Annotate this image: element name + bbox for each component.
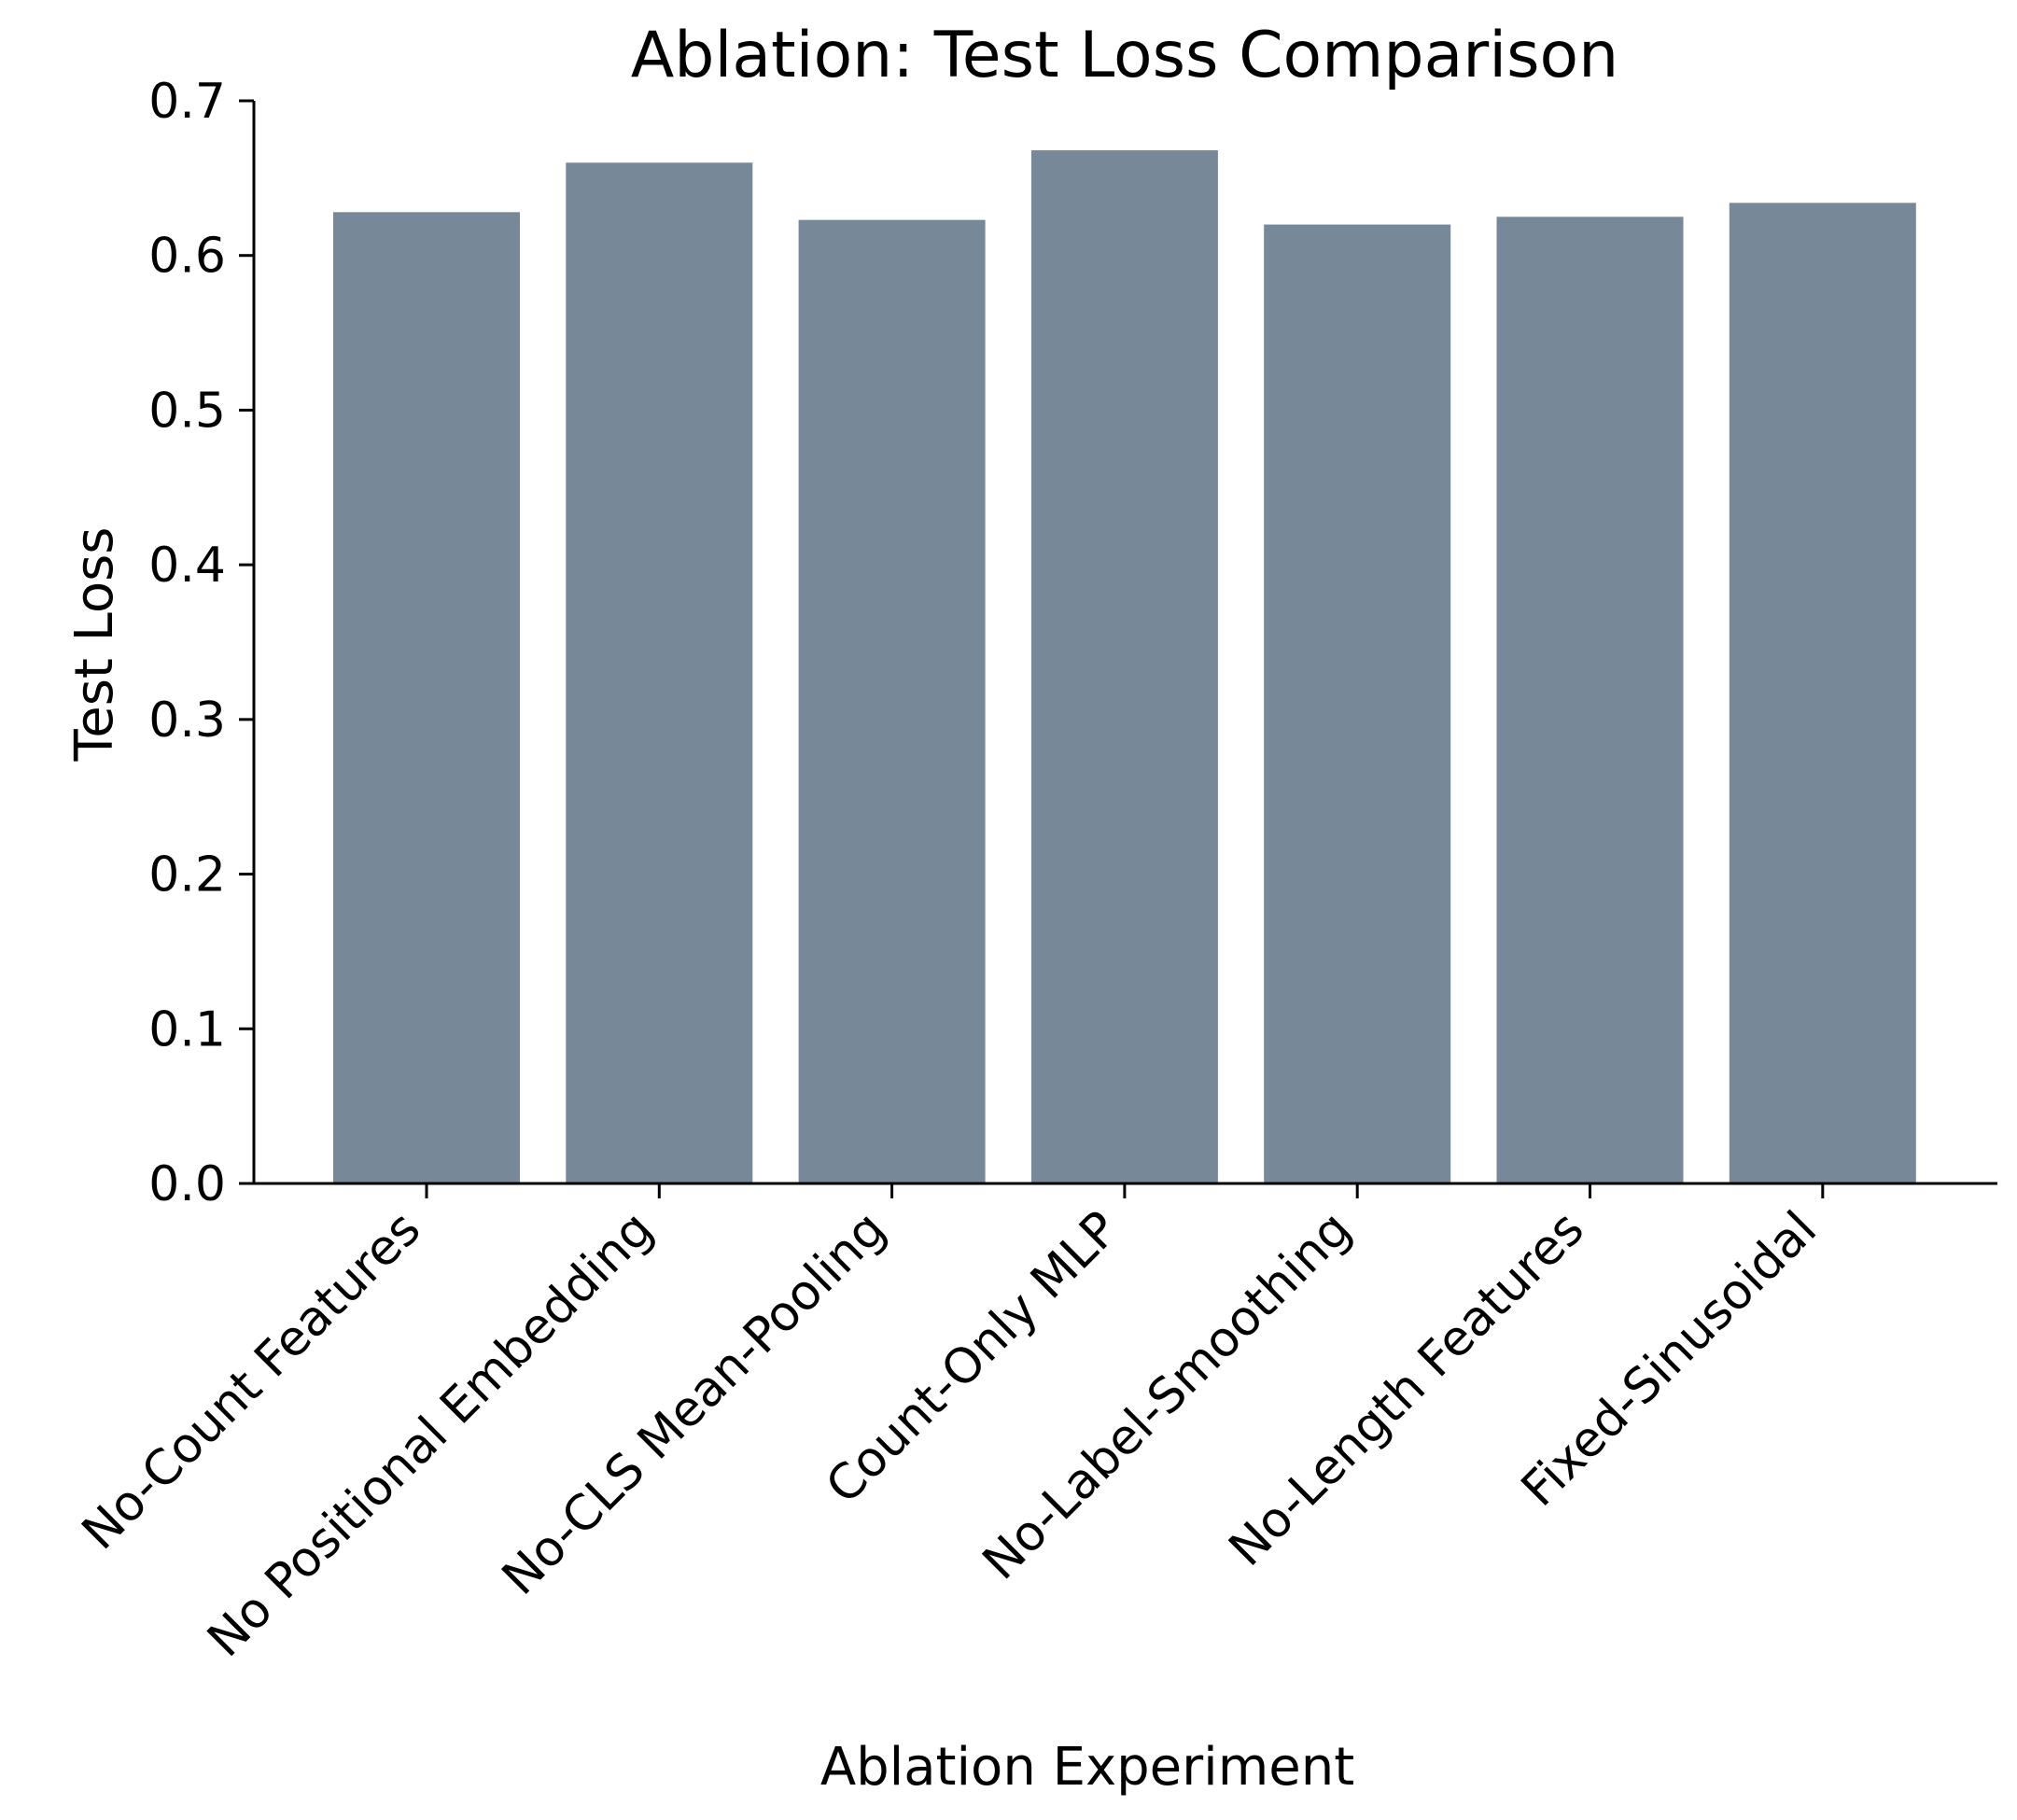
bar [1030,150,1218,1183]
y-axis-label: Test Loss [64,527,125,763]
y-tick-label: 0.5 [148,383,226,439]
y-tick-label: 0.6 [148,229,226,285]
y-tick-label: 0.1 [148,1001,226,1057]
y-tick-label: 0.7 [148,74,226,130]
bar [1264,224,1451,1184]
bars-group [333,150,1916,1184]
bar [798,219,986,1184]
x-tick-label: No-CLS Mean-Pooling [492,1201,897,1606]
y-tick-label: 0.0 [148,1156,226,1212]
bar [1729,203,1916,1183]
bar [333,212,520,1183]
y-ticks-group: 0.0 0.1 0.2 0.3 0.4 0.5 0.6 0.7 [148,74,254,1212]
y-tick-label: 0.2 [148,847,226,903]
y-tick-label: 0.3 [148,693,226,749]
y-tick-label: 0.4 [148,538,226,594]
chart-title: Ablation: Test Loss Comparison [631,19,1618,92]
bar [566,162,753,1183]
x-tick-label: No Positional Embedding [197,1201,664,1668]
x-axis-label: Ablation Experiment [820,1737,1354,1798]
bar [1496,217,1684,1183]
